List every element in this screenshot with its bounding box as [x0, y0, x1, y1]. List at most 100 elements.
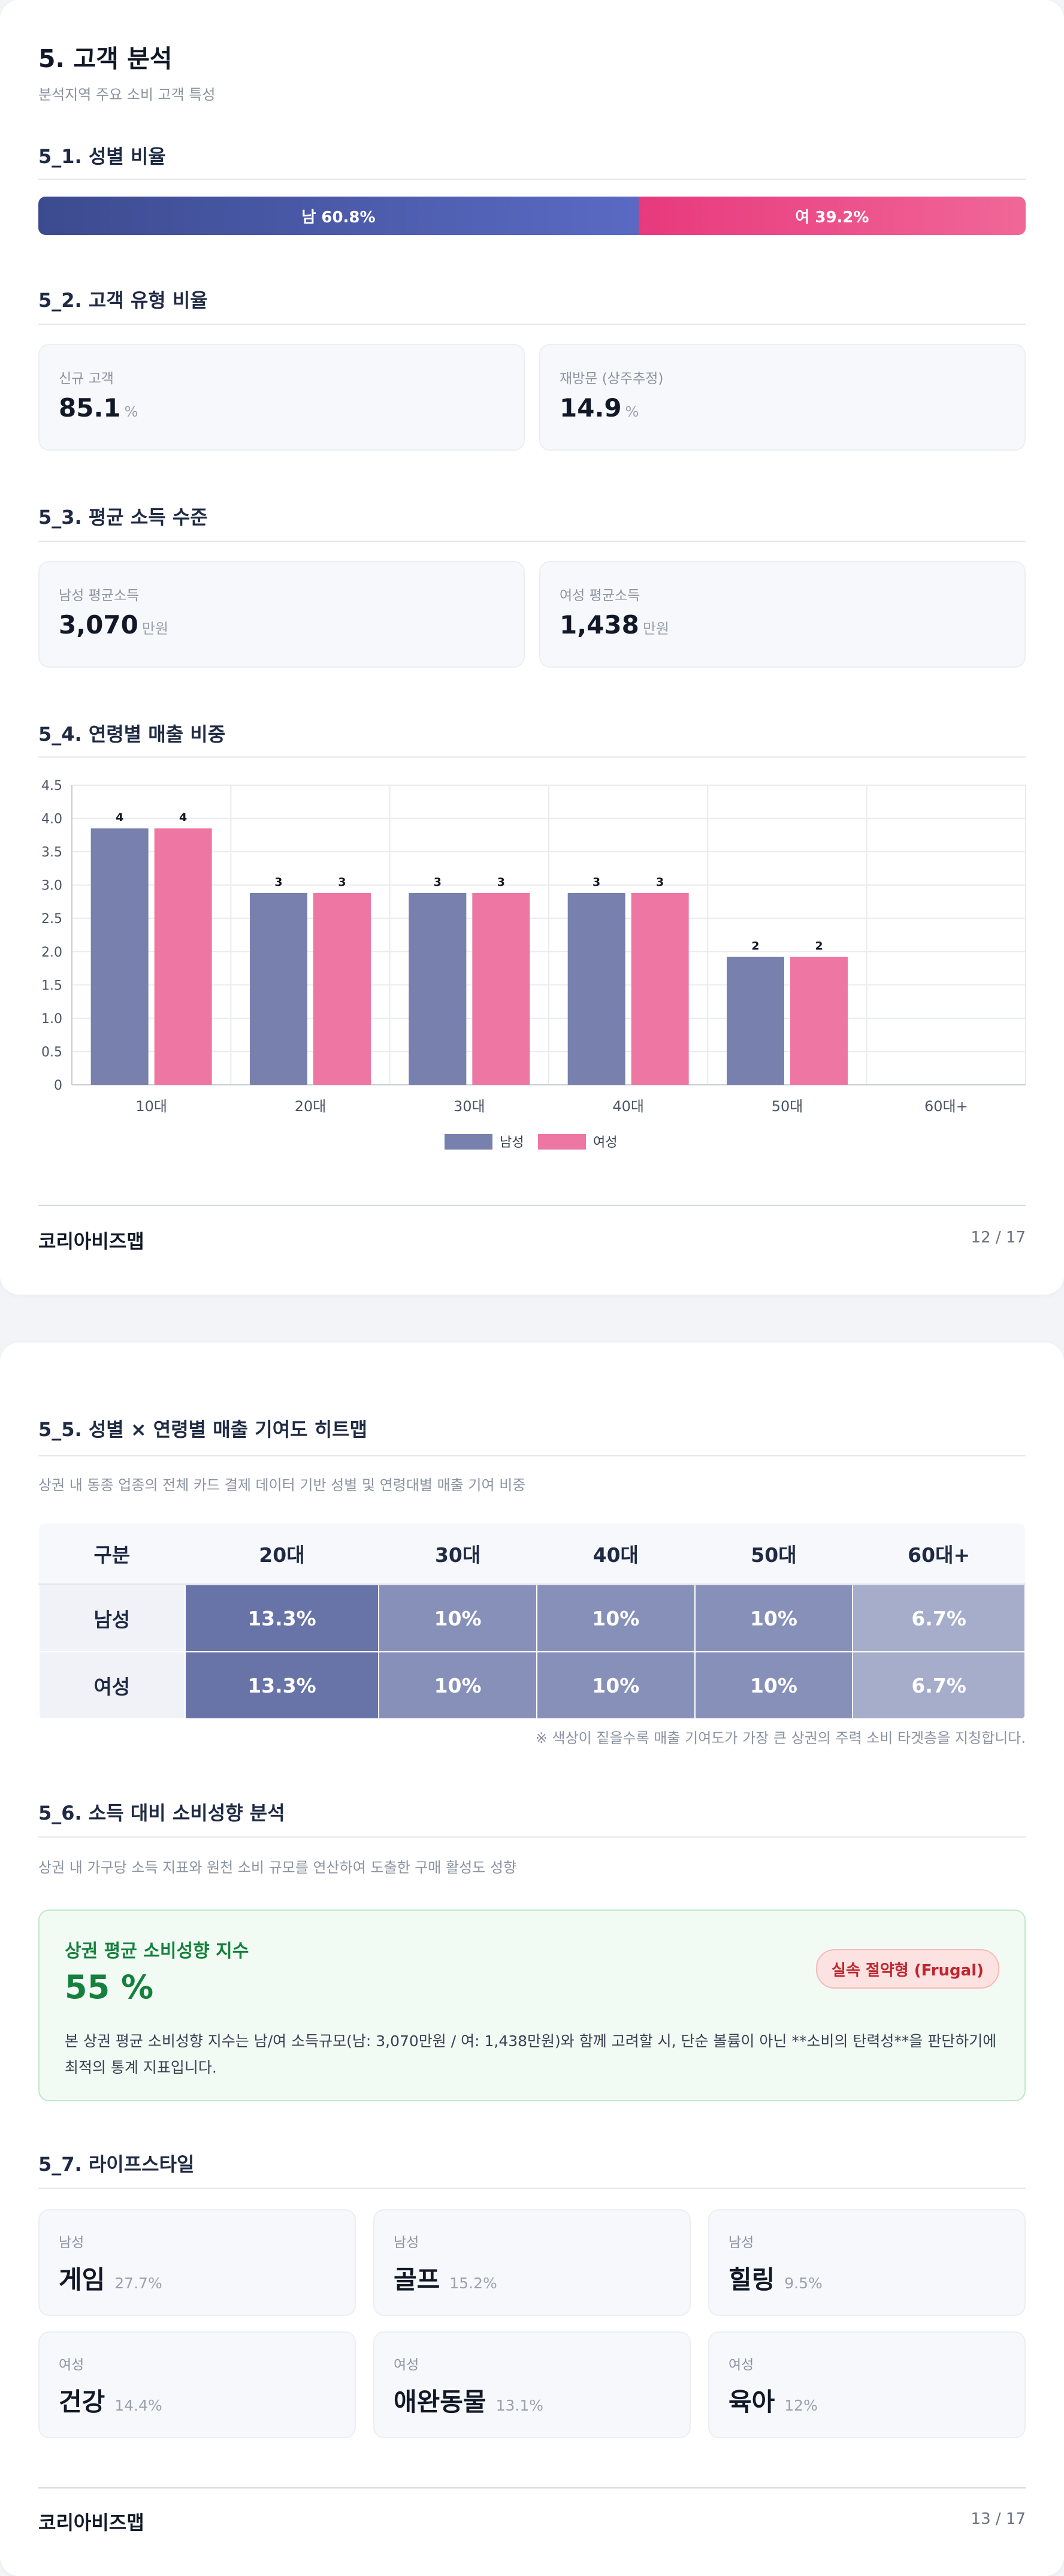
- table-row: 남성 13.3% 10% 10% 10% 6.7%: [38, 1583, 1026, 1652]
- bar-value-label: 3: [274, 876, 282, 889]
- y-tick-label: 2.0: [41, 945, 62, 960]
- section-divider: [38, 1455, 1026, 1456]
- x-tick-label: 60대+: [924, 1098, 968, 1115]
- card-unit: 만원: [642, 620, 670, 637]
- lifestyle-name: 건강: [59, 2387, 105, 2417]
- heatmap-header: 40대: [536, 1524, 695, 1585]
- section-title-customer-type: 5_2. 고객 유형 비율: [38, 289, 208, 312]
- page-subtitle: 분석지역 주요 소비 고객 특성: [38, 86, 216, 103]
- age-sales-bar-chart: 0 0.5 1.0 1.5 2.0 2.5 3.0 3.5 4.0 4.5 4 4 10대 3 3 20대 3 3…: [41, 779, 1026, 1150]
- lifestyle-card: 여성 애완동물 13.1%: [373, 2331, 691, 2438]
- card-value: 85.1 %: [59, 393, 138, 423]
- spending-description: 상권 내 가구당 소득 지표와 원천 소비 규모를 연산하여 도출한 구매 활성…: [38, 1859, 517, 1876]
- x-tick-label: 30대: [454, 1098, 485, 1115]
- card-label: 여성 평균소득: [560, 588, 640, 604]
- section-divider: [38, 324, 1026, 325]
- section-divider: [38, 541, 1026, 542]
- bar-value-label: 3: [338, 876, 346, 889]
- lifestyle-card: 남성 게임 27.7%: [38, 2209, 356, 2316]
- bar: [90, 828, 149, 1085]
- card-number: 1,438: [560, 610, 639, 640]
- section-title-heatmap: 5_5. 성별 × 연령별 매출 기여도 히트맵: [38, 1418, 368, 1441]
- bar: [790, 957, 848, 1085]
- bar: [631, 893, 689, 1085]
- legend-label: 여성: [593, 1135, 617, 1150]
- bar-value-label: 4: [179, 811, 187, 824]
- bar-value-label: 2: [751, 940, 759, 953]
- spending-index-value: 55 %: [65, 1968, 154, 2006]
- bar: [250, 893, 307, 1085]
- card-unit: 만원: [141, 620, 169, 637]
- card-label: 재방문 (상주추정): [560, 371, 664, 387]
- sales-heatmap-table: 구분 20대 30대 40대 50대 60대+ 남성 13.3% 10% 10%…: [38, 1524, 1026, 1720]
- lifestyle-gender: 여성: [729, 2357, 754, 2373]
- lifestyle-gender: 남성: [59, 2235, 84, 2251]
- lifestyle-percent: 14.4%: [114, 2397, 162, 2414]
- bar: [727, 957, 784, 1085]
- report-page-13: 5_5. 성별 × 연령별 매출 기여도 히트맵 상권 내 동종 업종의 전체 …: [0, 1343, 1064, 2576]
- legend-swatch: [445, 1134, 492, 1150]
- heatmap-cell: 10%: [536, 1583, 696, 1652]
- card-number: 14.9: [560, 393, 622, 423]
- y-tick-label: 1.0: [41, 1012, 62, 1027]
- y-tick-label: 0: [54, 1078, 62, 1093]
- y-tick-label: 3.5: [41, 845, 62, 860]
- spending-index-text: 본 상권 평균 소비성향 지수는 남/여 소득규모(남: 3,070만원 / 여…: [65, 2032, 997, 2076]
- bar-value-label: 2: [815, 940, 823, 953]
- section-title-lifestyle: 5_7. 라이프스타일: [38, 2153, 195, 2176]
- section-title-age-sales: 5_4. 연령별 매출 비중: [38, 723, 226, 746]
- bar-value-label: 3: [656, 876, 664, 889]
- heatmap-cell: 6.7%: [852, 1583, 1026, 1652]
- new-customer-card: 신규 고객 85.1 %: [38, 344, 525, 451]
- bar-value-label: 4: [116, 811, 123, 824]
- heatmap-description: 상권 내 동종 업종의 전체 카드 결제 데이터 기반 성별 및 연령대별 매출…: [38, 1477, 526, 1494]
- x-tick-label: 50대: [772, 1098, 803, 1115]
- lifestyle-percent: 15.2%: [449, 2275, 497, 2292]
- heatmap-cell: 6.7%: [852, 1651, 1026, 1720]
- card-number: 85.1: [59, 393, 121, 423]
- returning-customer-card: 재방문 (상주추정) 14.9 %: [539, 344, 1026, 451]
- table-row: 여성 13.3% 10% 10% 10% 6.7%: [38, 1651, 1026, 1720]
- frugal-badge: 실속 절약형 (Frugal): [816, 1949, 999, 1989]
- lifestyle-percent: 12%: [784, 2397, 818, 2414]
- male-income-card: 남성 평균소득 3,070 만원: [38, 561, 525, 668]
- lifestyle-name: 골프: [394, 2265, 440, 2294]
- y-tick-label: 2.5: [41, 912, 62, 927]
- bar: [313, 893, 371, 1085]
- lifestyle-name: 육아: [729, 2387, 775, 2417]
- heatmap-cell: 10%: [378, 1651, 537, 1720]
- y-tick-label: 3.0: [41, 879, 62, 894]
- card-label: 남성 평균소득: [59, 588, 140, 604]
- spending-index-title: 상권 평균 소비성향 지수: [65, 1941, 249, 1962]
- row-label-female: 여성: [38, 1651, 186, 1720]
- card-unit: %: [124, 403, 138, 420]
- lifestyle-percent: 13.1%: [495, 2397, 543, 2414]
- section-divider: [38, 1836, 1026, 1838]
- bar: [154, 828, 212, 1085]
- lifestyle-name: 애완동물: [394, 2387, 486, 2417]
- lifestyle-main: 애완동물 13.1%: [394, 2382, 543, 2418]
- x-tick-label: 20대: [295, 1098, 327, 1115]
- report-page-12: 5. 고객 분석 분석지역 주요 소비 고객 특성 5_1. 성별 비율 남 6…: [0, 0, 1064, 1295]
- female-income-card: 여성 평균소득 1,438 만원: [539, 561, 1026, 668]
- lifestyle-card: 남성 힐링 9.5%: [708, 2209, 1026, 2316]
- card-unit: %: [625, 403, 639, 420]
- lifestyle-main: 힐링 9.5%: [729, 2260, 823, 2296]
- lifestyle-main: 게임 27.7%: [59, 2260, 162, 2296]
- section-divider: [38, 2188, 1026, 2189]
- card-value: 14.9 %: [560, 393, 639, 423]
- spending-index-box: 상권 평균 소비성향 지수 55 % 실속 절약형 (Frugal) 본 상권 …: [38, 1910, 1026, 2101]
- footer-divider: [38, 1205, 1026, 1206]
- heatmap-cell: 10%: [378, 1583, 537, 1652]
- heatmap-header: 30대: [379, 1524, 537, 1585]
- bar: [567, 893, 625, 1085]
- section-title-income: 5_3. 평균 소득 수준: [38, 506, 208, 529]
- card-value: 3,070 만원: [59, 610, 168, 640]
- footer-brand: 코리아비즈맵: [38, 2511, 144, 2534]
- section-title-spending-tendency: 5_6. 소득 대비 소비성향 분석: [38, 1802, 285, 1824]
- card-number: 3,070: [59, 610, 138, 640]
- x-tick-label: 40대: [612, 1098, 644, 1115]
- lifestyle-name: 힐링: [729, 2265, 775, 2294]
- heatmap-header: 구분: [39, 1524, 185, 1585]
- heatmap-cell: 13.3%: [184, 1651, 380, 1720]
